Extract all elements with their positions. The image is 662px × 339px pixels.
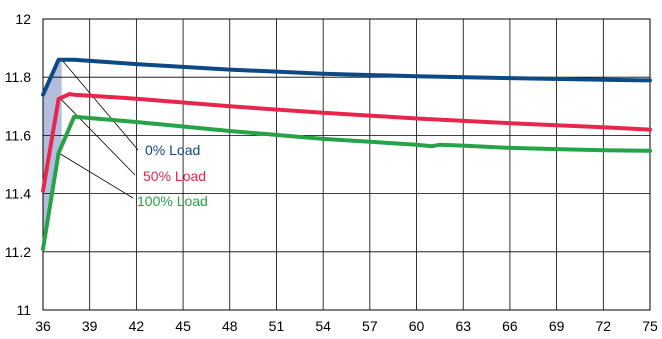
x-axis-tick-labels: 36 39 42 45 48 51 54 57 60 63 66 69 72 75 (35, 318, 658, 334)
x-tick-label: 63 (455, 318, 471, 334)
y-tick-label: 11.6 (5, 127, 31, 143)
legend-label: 100% Load (137, 193, 208, 209)
plot-border (42, 18, 651, 311)
series-line (41, 57, 652, 97)
x-tick-label: 54 (315, 318, 331, 334)
x-tick-label: 69 (549, 318, 565, 334)
y-axis-tick-labels: 11 11.2 11.4 11.6 11.8 12 (5, 11, 31, 318)
legend-leader-lines (58, 59, 139, 199)
legend-label: 50% Load (143, 168, 206, 184)
x-tick-label: 57 (362, 318, 378, 334)
legend-leader-line (61, 59, 139, 151)
series-line (41, 114, 652, 251)
x-tick-label: 60 (409, 318, 425, 334)
legend-label: 0% Load (145, 142, 200, 158)
x-tick-label: 72 (596, 318, 612, 334)
plot-frame (42, 18, 651, 311)
legend-leader-line (59, 98, 136, 176)
x-tick-label: 42 (129, 318, 145, 334)
x-tick-label: 51 (269, 318, 285, 334)
grid (42, 18, 651, 311)
y-tick-label: 11.4 (5, 186, 31, 202)
x-tick-label: 75 (642, 318, 658, 334)
y-tick-label: 11.8 (5, 69, 31, 85)
x-tick-label: 36 (35, 318, 51, 334)
x-tick-label: 48 (222, 318, 238, 334)
series-line (41, 92, 652, 193)
y-tick-label: 11 (16, 302, 31, 318)
series-lines (41, 57, 652, 251)
legend-leader-line (58, 152, 134, 199)
x-tick-label: 39 (82, 318, 98, 334)
y-tick-label: 12 (15, 11, 31, 27)
x-tick-label: 45 (175, 318, 191, 334)
y-tick-label: 11.2 (5, 244, 31, 260)
x-tick-label: 66 (502, 318, 518, 334)
legend: 0% Load 50% Load 100% Load (137, 142, 208, 209)
